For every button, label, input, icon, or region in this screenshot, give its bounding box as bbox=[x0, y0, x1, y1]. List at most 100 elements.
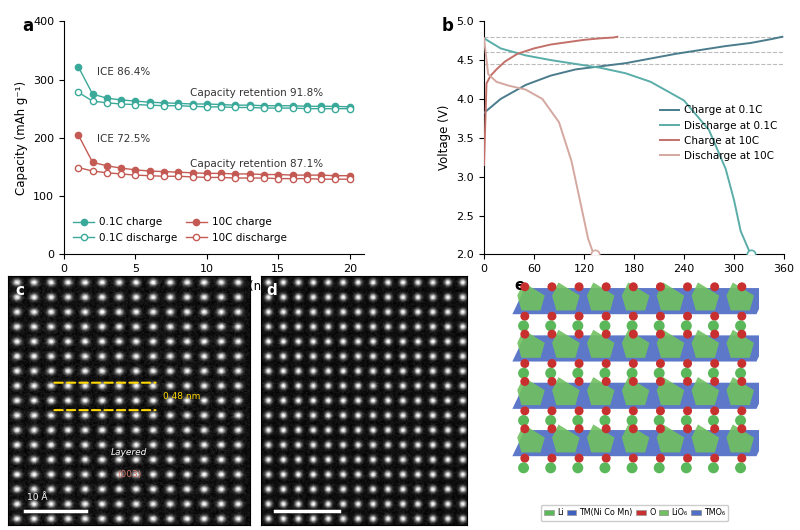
Circle shape bbox=[654, 320, 665, 331]
Circle shape bbox=[574, 425, 583, 434]
Circle shape bbox=[518, 320, 529, 331]
Circle shape bbox=[735, 415, 746, 426]
Circle shape bbox=[547, 312, 557, 321]
Circle shape bbox=[738, 330, 746, 339]
Circle shape bbox=[735, 368, 746, 378]
Polygon shape bbox=[518, 282, 545, 311]
Circle shape bbox=[546, 368, 556, 378]
Circle shape bbox=[656, 377, 665, 386]
Circle shape bbox=[656, 282, 665, 292]
Y-axis label: Capacity (mAh g⁻¹): Capacity (mAh g⁻¹) bbox=[14, 81, 27, 195]
Legend: 0.1C charge, 0.1C discharge, 10C charge, 10C discharge: 0.1C charge, 0.1C discharge, 10C charge,… bbox=[70, 213, 291, 247]
Circle shape bbox=[738, 407, 746, 416]
Circle shape bbox=[629, 454, 638, 463]
Circle shape bbox=[520, 282, 530, 292]
Circle shape bbox=[710, 359, 719, 368]
Polygon shape bbox=[726, 377, 754, 405]
Circle shape bbox=[683, 312, 692, 321]
Circle shape bbox=[738, 425, 746, 434]
Circle shape bbox=[520, 407, 530, 416]
Circle shape bbox=[520, 377, 530, 386]
Circle shape bbox=[683, 330, 692, 339]
Circle shape bbox=[574, 282, 583, 292]
Circle shape bbox=[708, 462, 719, 473]
Text: 0.48 nm: 0.48 nm bbox=[163, 392, 201, 401]
Legend: Charge at 0.1C, Discharge at 0.1C, Charge at 10C, Discharge at 10C: Charge at 0.1C, Discharge at 0.1C, Charg… bbox=[656, 101, 782, 165]
Circle shape bbox=[574, 454, 583, 463]
Circle shape bbox=[518, 462, 529, 473]
Circle shape bbox=[572, 368, 583, 378]
Circle shape bbox=[710, 282, 719, 292]
Circle shape bbox=[602, 330, 610, 339]
Text: ICE 72.5%: ICE 72.5% bbox=[97, 134, 150, 144]
Y-axis label: Voltage (V): Voltage (V) bbox=[438, 105, 451, 171]
Polygon shape bbox=[587, 330, 614, 358]
Polygon shape bbox=[552, 330, 580, 358]
Circle shape bbox=[738, 282, 746, 292]
Text: 10 Å: 10 Å bbox=[27, 493, 48, 502]
Circle shape bbox=[572, 320, 583, 331]
Text: b: b bbox=[442, 16, 454, 34]
Circle shape bbox=[602, 359, 610, 368]
Circle shape bbox=[602, 407, 610, 416]
Circle shape bbox=[572, 415, 583, 426]
X-axis label: Capacity (mAh g⁻¹): Capacity (mAh g⁻¹) bbox=[577, 280, 691, 293]
Polygon shape bbox=[622, 377, 650, 405]
Circle shape bbox=[656, 407, 665, 416]
Circle shape bbox=[547, 454, 557, 463]
Circle shape bbox=[738, 377, 746, 386]
Circle shape bbox=[602, 312, 610, 321]
Circle shape bbox=[547, 377, 557, 386]
Circle shape bbox=[602, 425, 610, 434]
Circle shape bbox=[518, 415, 529, 426]
Circle shape bbox=[629, 377, 638, 386]
Circle shape bbox=[683, 359, 692, 368]
Polygon shape bbox=[512, 335, 769, 361]
Polygon shape bbox=[552, 377, 580, 405]
Polygon shape bbox=[587, 377, 614, 405]
Circle shape bbox=[708, 368, 719, 378]
Polygon shape bbox=[512, 288, 769, 314]
Circle shape bbox=[574, 407, 583, 416]
Circle shape bbox=[710, 330, 719, 339]
Circle shape bbox=[629, 407, 638, 416]
Circle shape bbox=[654, 415, 665, 426]
Polygon shape bbox=[587, 425, 614, 453]
X-axis label: Cycle number (n): Cycle number (n) bbox=[162, 280, 266, 293]
Polygon shape bbox=[657, 330, 684, 358]
Circle shape bbox=[629, 312, 638, 321]
Circle shape bbox=[518, 368, 529, 378]
Circle shape bbox=[599, 462, 610, 473]
Circle shape bbox=[599, 368, 610, 378]
Circle shape bbox=[710, 407, 719, 416]
Text: ICE 86.4%: ICE 86.4% bbox=[97, 67, 150, 77]
Circle shape bbox=[710, 454, 719, 463]
Circle shape bbox=[572, 462, 583, 473]
Text: Capacity retention 91.8%: Capacity retention 91.8% bbox=[190, 88, 323, 98]
Circle shape bbox=[629, 330, 638, 339]
Polygon shape bbox=[691, 282, 719, 311]
Circle shape bbox=[626, 320, 638, 331]
Circle shape bbox=[546, 462, 556, 473]
Circle shape bbox=[546, 320, 556, 331]
Circle shape bbox=[654, 368, 665, 378]
Polygon shape bbox=[552, 282, 580, 311]
Circle shape bbox=[681, 320, 692, 331]
Circle shape bbox=[602, 454, 610, 463]
Circle shape bbox=[626, 368, 638, 378]
Text: a: a bbox=[22, 16, 33, 34]
Text: d: d bbox=[266, 283, 278, 298]
Text: c: c bbox=[15, 283, 24, 298]
Polygon shape bbox=[726, 282, 754, 311]
Polygon shape bbox=[622, 282, 650, 311]
Circle shape bbox=[547, 359, 557, 368]
Circle shape bbox=[599, 415, 610, 426]
Polygon shape bbox=[518, 425, 545, 453]
Circle shape bbox=[546, 415, 556, 426]
Circle shape bbox=[683, 425, 692, 434]
Polygon shape bbox=[657, 425, 684, 453]
Polygon shape bbox=[657, 377, 684, 405]
Circle shape bbox=[708, 320, 719, 331]
Circle shape bbox=[710, 377, 719, 386]
Circle shape bbox=[547, 407, 557, 416]
